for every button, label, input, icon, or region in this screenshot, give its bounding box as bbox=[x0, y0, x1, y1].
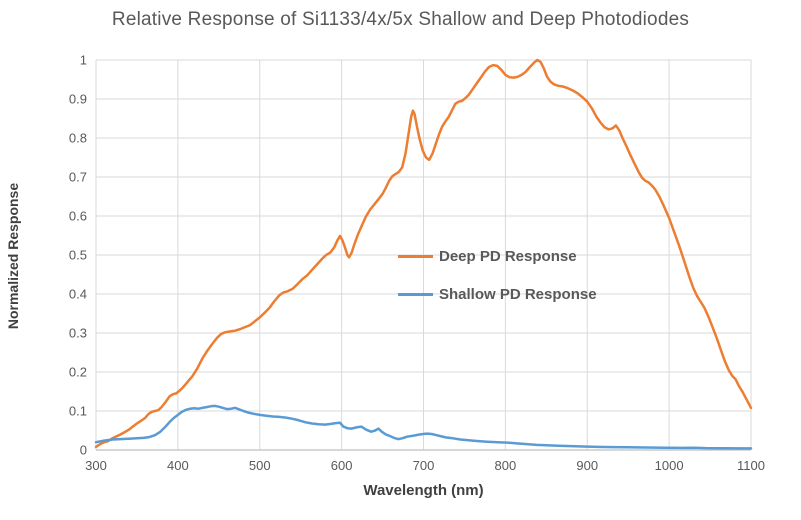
x-tick-label: 300 bbox=[85, 458, 107, 473]
x-tick-label: 800 bbox=[495, 458, 517, 473]
y-tick-label: 0.1 bbox=[69, 404, 87, 419]
shallow-pd-legend-label: Shallow PD Response bbox=[439, 285, 597, 303]
y-tick-label: 0.3 bbox=[69, 326, 87, 341]
y-tick-label: 0.6 bbox=[69, 209, 87, 224]
y-tick-label: 0.2 bbox=[69, 365, 87, 380]
x-tick-label: 500 bbox=[249, 458, 271, 473]
x-tick-label: 900 bbox=[576, 458, 598, 473]
y-tick-label: 0.5 bbox=[69, 248, 87, 263]
x-axis-title: Wavelength (nm) bbox=[363, 482, 484, 499]
chart-title: Relative Response of Si1133/4x/5x Shallo… bbox=[111, 9, 690, 30]
shallow-pd-legend-swatch bbox=[398, 292, 433, 296]
legend-item-shallow-pd: Shallow PD Response bbox=[398, 282, 597, 306]
x-tick-label: 400 bbox=[167, 458, 189, 473]
x-tick-label: 700 bbox=[413, 458, 435, 473]
y-tick-label: 1 bbox=[80, 53, 87, 68]
deep-pd-legend-label: Deep PD Response bbox=[439, 247, 577, 265]
y-tick-label: 0.4 bbox=[69, 287, 87, 302]
legend-item-deep-pd: Deep PD Response bbox=[398, 244, 597, 268]
y-tick-label: 0 bbox=[80, 443, 87, 458]
deep-pd-legend-swatch bbox=[398, 254, 433, 258]
x-tick-label: 1100 bbox=[737, 458, 765, 473]
y-tick-label: 0.9 bbox=[69, 92, 87, 107]
legend: Deep PD Response Shallow PD Response bbox=[398, 244, 597, 320]
x-tick-label: 600 bbox=[331, 458, 353, 473]
y-axis-title: Normalized Response bbox=[5, 182, 21, 330]
shallow-pd-response-line bbox=[94, 404, 753, 450]
deep-pd-response-line bbox=[94, 58, 753, 449]
x-tick-label: 1000 bbox=[655, 458, 684, 473]
y-tick-label: 0.8 bbox=[69, 131, 87, 146]
y-tick-label: 0.7 bbox=[69, 170, 87, 185]
